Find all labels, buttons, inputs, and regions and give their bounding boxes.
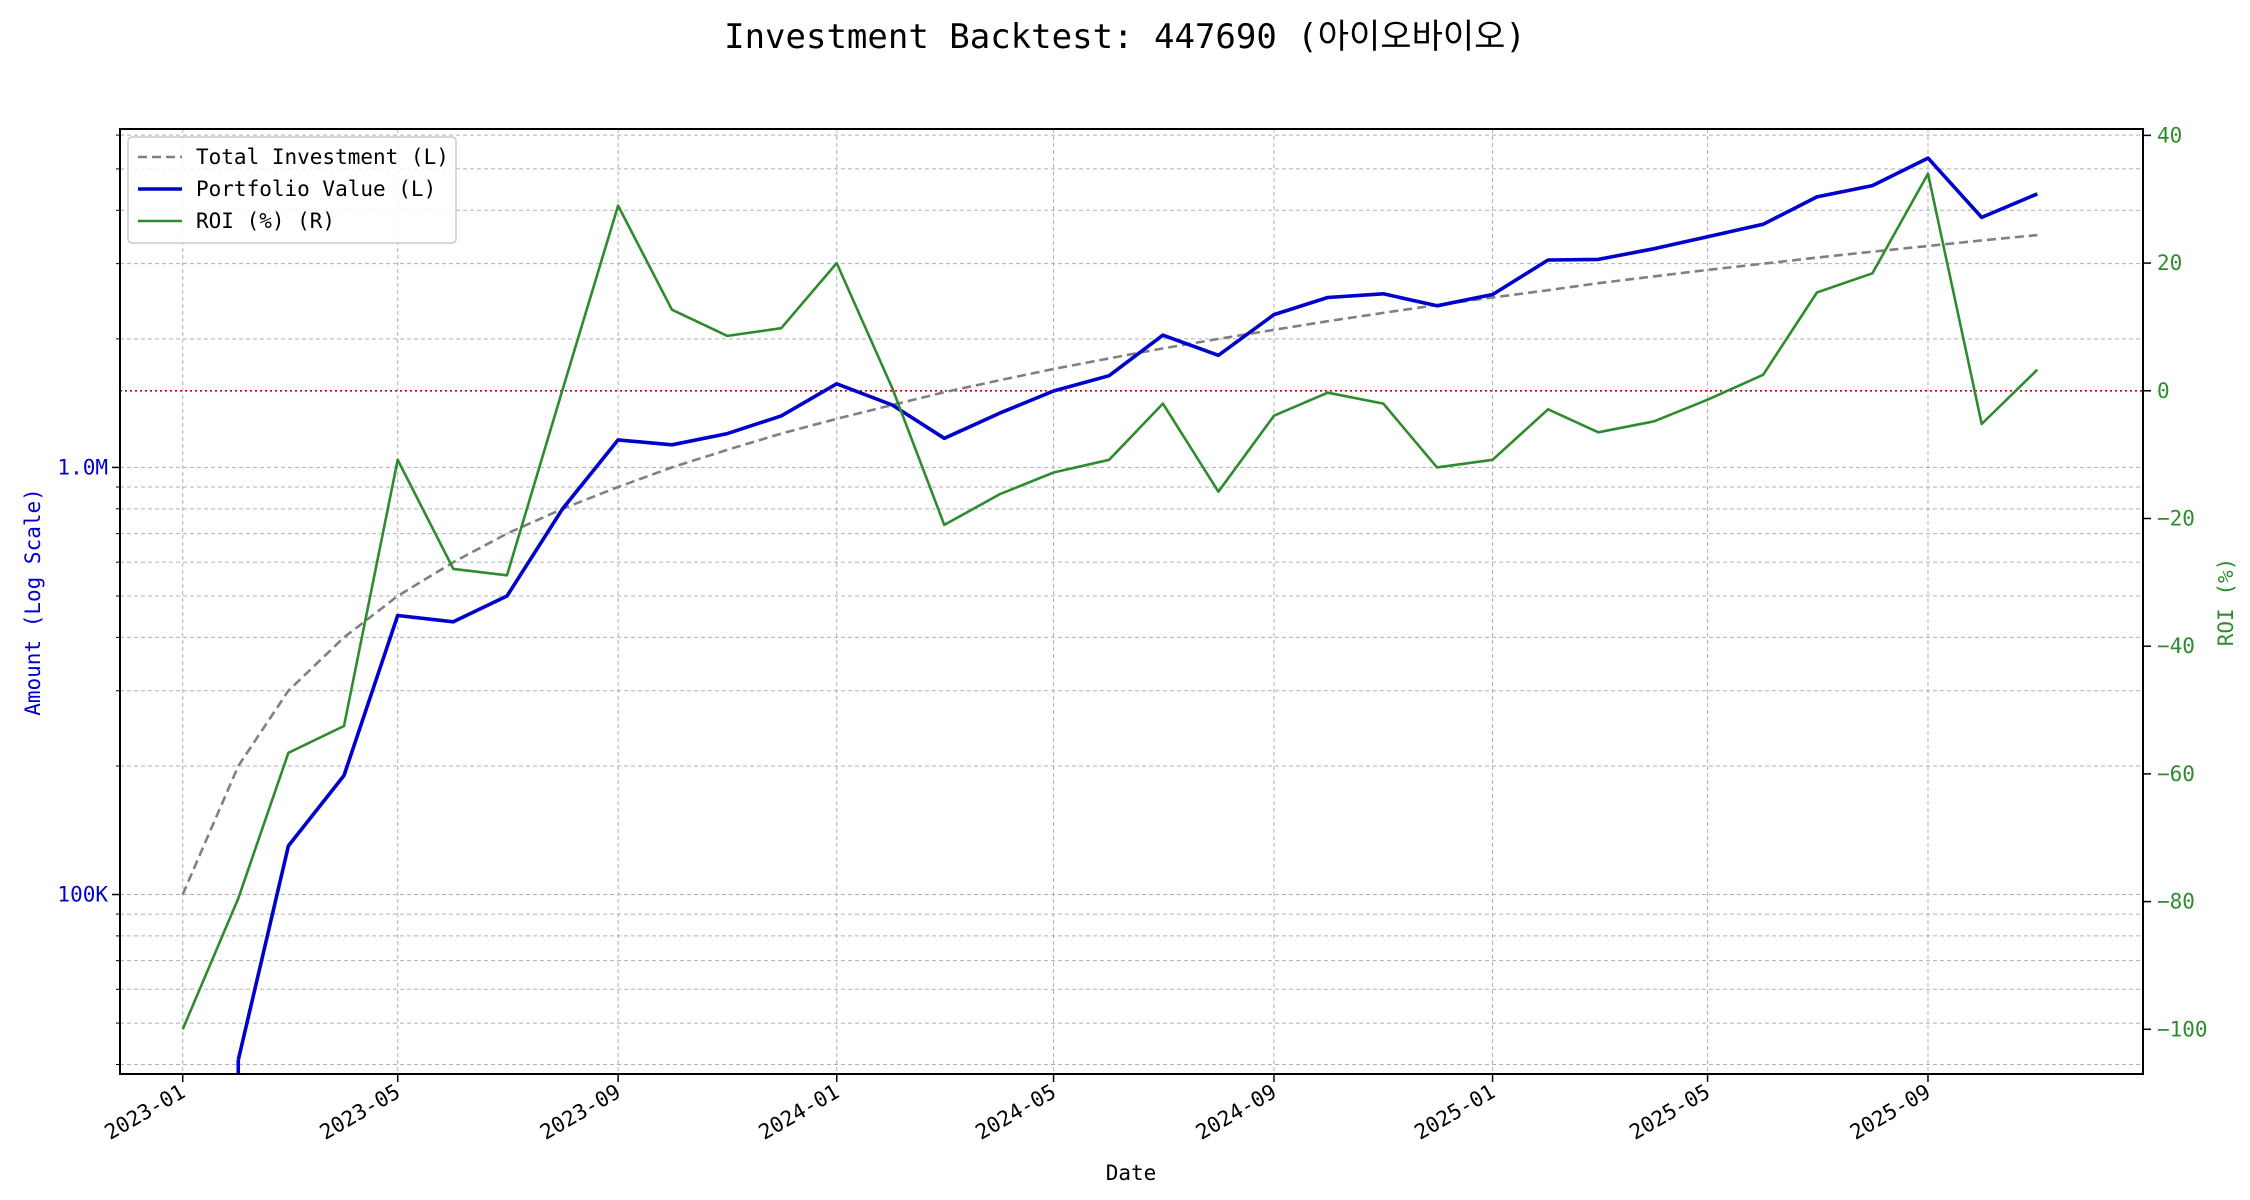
legend-label: Portfolio Value (L): [196, 177, 436, 201]
left-tick-label: 1.0M: [57, 455, 108, 479]
right-tick-label: −60: [2157, 762, 2195, 786]
right-tick-label: −20: [2157, 506, 2195, 530]
plot-frame: [119, 128, 2144, 1075]
x-tick-label: 2025-05: [1625, 1080, 1714, 1145]
x-tick-label: 2024-09: [1192, 1080, 1281, 1145]
series-line-1: [236, 156, 2039, 1061]
left-tick-label: 100K: [57, 883, 108, 907]
x-tick-label: 2025-09: [1846, 1080, 1935, 1145]
left-axis-label: Amount (Log Scale): [21, 488, 45, 716]
right-tick-label: 40: [2157, 123, 2182, 147]
x-tick-label: 2023-01: [101, 1080, 190, 1145]
legend-label: ROI (%) (R): [196, 209, 335, 233]
right-tick-label: 0: [2157, 379, 2170, 403]
right-axis-ticks: 40 20 0 −20 −40 −60 −80 −100: [2143, 123, 2208, 1041]
chart-title: Investment Backtest: 447690 (아이오바이오): [724, 17, 1526, 57]
x-tick-label: 2025-01: [1410, 1080, 1499, 1145]
x-axis-ticks: 2023-01 2023-05 2023-09 2024-01 2024-05 2024-…: [101, 1074, 1935, 1145]
right-tick-label: 20: [2157, 251, 2182, 275]
series-line-2: [181, 172, 2039, 1030]
x-tick-label: 2024-01: [755, 1080, 844, 1145]
x-tick-label: 2023-05: [316, 1080, 405, 1145]
right-axis-label: ROI (%): [2214, 558, 2238, 647]
right-tick-label: −40: [2157, 634, 2195, 658]
right-tick-label: −100: [2157, 1017, 2208, 1041]
gridlines: [120, 129, 2143, 1074]
legend-box: [127, 136, 457, 244]
left-axis-ticks: 100K 1.0M: [57, 134, 120, 1065]
x-tick-label: 2023-09: [536, 1080, 625, 1145]
legend: Total Investment (L) Portfolio Value (L) R…: [127, 136, 457, 244]
right-tick-label: −80: [2157, 890, 2195, 914]
series-line-0: [181, 233, 2038, 896]
legend-label: Total Investment (L): [196, 145, 449, 169]
x-axis-label: Date: [1106, 1161, 1157, 1185]
series-lines: [181, 156, 2039, 1074]
x-tick-label: 2024-05: [971, 1080, 1060, 1145]
